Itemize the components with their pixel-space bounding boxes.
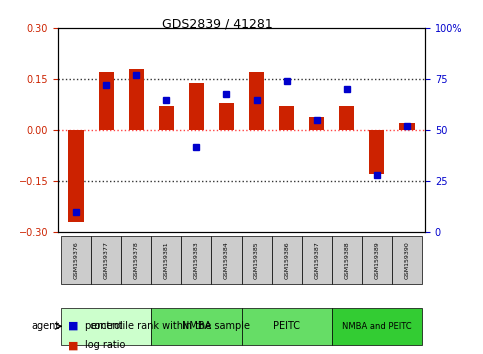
Text: GSM159383: GSM159383 <box>194 241 199 279</box>
Text: control: control <box>89 321 123 331</box>
FancyBboxPatch shape <box>121 236 151 284</box>
FancyBboxPatch shape <box>212 236 242 284</box>
Bar <box>159 107 174 130</box>
Text: NMBA and PEITC: NMBA and PEITC <box>342 322 412 331</box>
Text: GSM159386: GSM159386 <box>284 241 289 279</box>
Text: GSM159377: GSM159377 <box>103 241 109 279</box>
FancyBboxPatch shape <box>61 236 91 284</box>
Text: agent: agent <box>31 321 59 331</box>
Bar <box>69 130 84 222</box>
FancyBboxPatch shape <box>61 308 151 345</box>
FancyBboxPatch shape <box>151 236 181 284</box>
FancyBboxPatch shape <box>151 308 242 345</box>
FancyBboxPatch shape <box>91 236 121 284</box>
FancyBboxPatch shape <box>332 308 422 345</box>
Bar <box>189 83 204 130</box>
Text: GSM159390: GSM159390 <box>404 241 410 279</box>
Bar <box>339 107 355 130</box>
Text: ■: ■ <box>68 321 78 331</box>
FancyBboxPatch shape <box>271 236 302 284</box>
Text: GSM159376: GSM159376 <box>73 241 79 279</box>
Bar <box>309 117 324 130</box>
Text: GDS2839 / 41281: GDS2839 / 41281 <box>162 18 273 31</box>
Text: GSM159381: GSM159381 <box>164 241 169 279</box>
Text: GSM159387: GSM159387 <box>314 241 319 279</box>
Bar <box>128 69 144 130</box>
FancyBboxPatch shape <box>242 308 332 345</box>
Text: percentile rank within the sample: percentile rank within the sample <box>85 321 250 331</box>
Text: GSM159384: GSM159384 <box>224 241 229 279</box>
FancyBboxPatch shape <box>362 236 392 284</box>
FancyBboxPatch shape <box>242 236 271 284</box>
Text: GSM159385: GSM159385 <box>254 241 259 279</box>
FancyBboxPatch shape <box>392 236 422 284</box>
Text: GSM159388: GSM159388 <box>344 241 349 279</box>
Bar <box>369 130 384 175</box>
Text: NMBA: NMBA <box>182 321 211 331</box>
Bar <box>99 73 114 130</box>
Bar <box>279 107 294 130</box>
FancyBboxPatch shape <box>302 236 332 284</box>
Text: PEITC: PEITC <box>273 321 300 331</box>
Bar <box>249 73 264 130</box>
Text: GSM159378: GSM159378 <box>134 241 139 279</box>
FancyBboxPatch shape <box>332 236 362 284</box>
Text: GSM159389: GSM159389 <box>374 241 380 279</box>
Bar <box>399 124 414 130</box>
Text: ■: ■ <box>68 341 78 350</box>
Text: log ratio: log ratio <box>85 341 125 350</box>
FancyBboxPatch shape <box>181 236 212 284</box>
Bar <box>219 103 234 130</box>
